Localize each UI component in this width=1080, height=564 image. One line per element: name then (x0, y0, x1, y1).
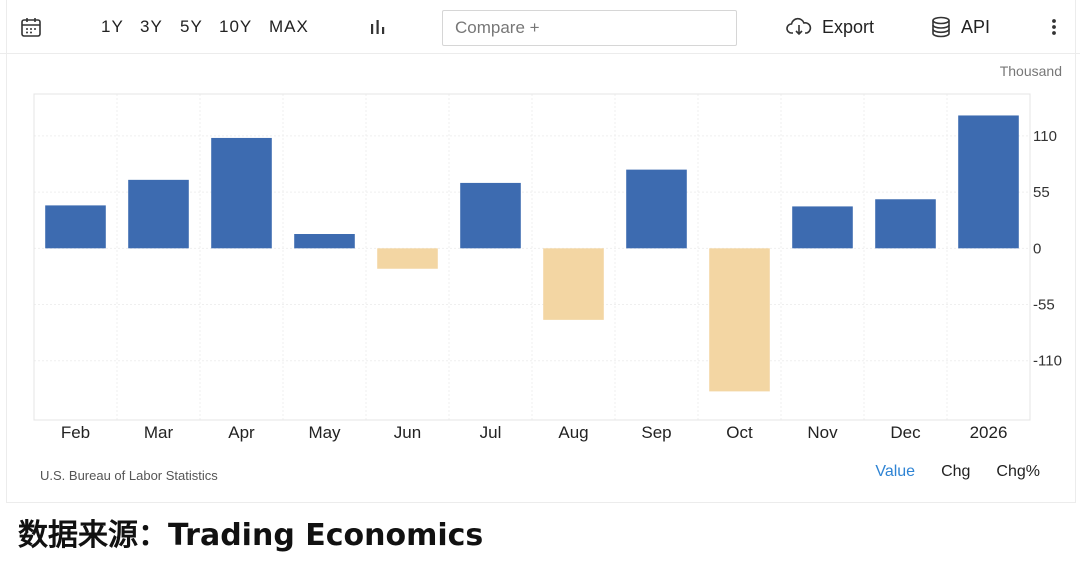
x-tick-label: Oct (726, 423, 753, 442)
range-3y-button[interactable]: 3Y (140, 17, 163, 36)
bar-nov (792, 206, 853, 249)
bar-may (294, 234, 355, 249)
bar-aug (543, 248, 604, 320)
mode-switch: Value Chg Chg% (849, 463, 1040, 481)
x-tick-label: Mar (144, 423, 174, 442)
more-menu-icon[interactable] (1050, 0, 1058, 54)
x-tick-label: Feb (61, 423, 90, 442)
export-button[interactable]: Export (786, 0, 874, 54)
bar-jun (377, 248, 438, 269)
bar-dec (875, 199, 936, 249)
range-max-button[interactable]: MAX (269, 17, 309, 36)
x-tick-label: Dec (890, 423, 921, 442)
toolbar: 1Y 3Y 5Y 10Y MAX Compare + Export API (0, 0, 1080, 54)
export-label: Export (822, 16, 875, 37)
chart-frame (6, 0, 1076, 503)
mode-chg-button[interactable]: Chg (941, 463, 971, 480)
api-button[interactable]: API (931, 0, 990, 54)
x-tick-label: 2026 (970, 423, 1008, 442)
y-tick-label: 55 (1033, 184, 1050, 201)
y-tick-label: 110 (1033, 128, 1057, 145)
x-tick-label: Jul (480, 423, 502, 442)
x-tick-label: Nov (807, 423, 838, 442)
range-1y-button[interactable]: 1Y (101, 17, 124, 36)
x-tick-label: Jun (394, 423, 421, 442)
bar-mar (128, 179, 189, 249)
bar-feb (45, 205, 106, 249)
x-tick-label: May (308, 423, 341, 442)
range-5y-button[interactable]: 5Y (180, 17, 203, 36)
plot-area (33, 93, 1031, 421)
chart-type-icon[interactable] (369, 0, 387, 54)
bar-oct (709, 248, 770, 392)
mode-chg-pct-button[interactable]: Chg% (996, 463, 1040, 480)
y-tick-label: -55 (1033, 297, 1055, 314)
x-tick-label: Aug (558, 423, 588, 442)
source-label: U.S. Bureau of Labor Statistics (40, 467, 218, 483)
compare-input[interactable]: Compare + (442, 10, 737, 46)
compare-placeholder: Compare + (455, 18, 540, 37)
api-label: API (961, 16, 991, 37)
bar-chart: 110 55 0 -55 -110 Feb Mar Apr May Jun Jul Aug Sep Oct… (33, 93, 1062, 442)
x-tick-label: Sep (641, 423, 671, 442)
y-tick-label: 0 (1033, 240, 1041, 257)
x-tick-label: Apr (228, 423, 255, 442)
bar-apr (211, 137, 272, 249)
cloud-download-icon (786, 17, 812, 36)
caption: 数据来源：Trading Economics (18, 518, 484, 553)
bar-2026 (958, 115, 1019, 249)
y-tick-label: -110 (1033, 353, 1062, 370)
database-icon (932, 16, 950, 38)
range-10y-button[interactable]: 10Y (219, 17, 253, 36)
unit-label: Thousand (999, 63, 1062, 79)
bar-jul (460, 182, 521, 249)
calendar-icon[interactable] (20, 0, 42, 54)
mode-value-button[interactable]: Value (875, 463, 916, 480)
bar-sep (626, 169, 687, 249)
